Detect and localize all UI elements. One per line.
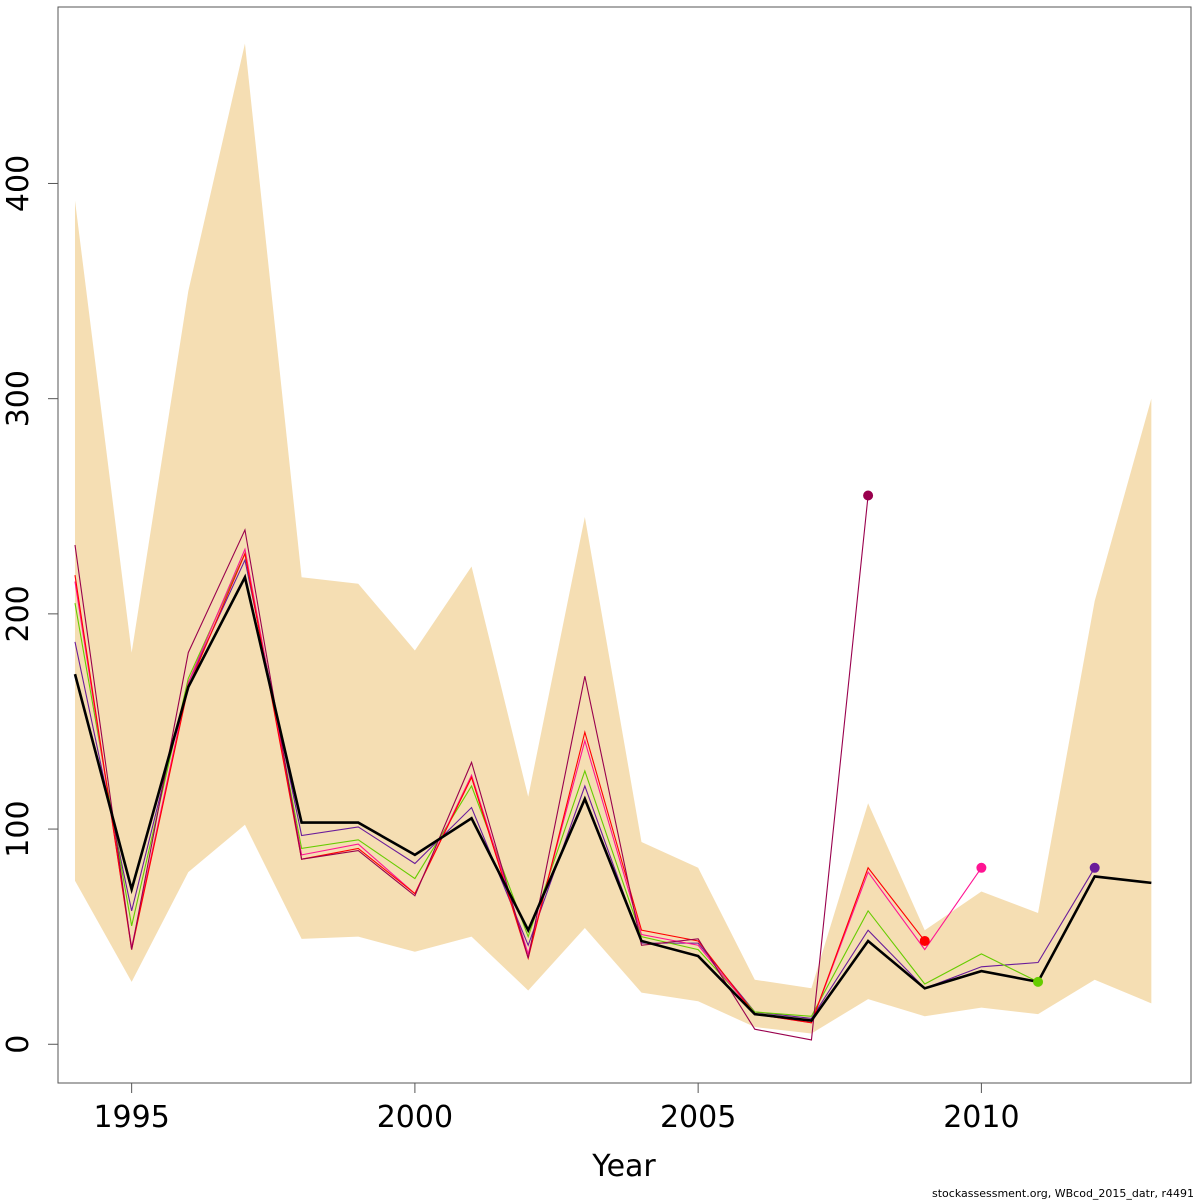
confidence-band [74, 43, 1152, 1034]
axes-layer: 1995 2000 2005 2010 0 100 200 300 400 [1, 155, 1020, 1135]
endpoint-marker-2008 [863, 490, 874, 501]
endpoint-marker-2010 [976, 862, 987, 873]
credit-text: stockassessment.org, WBcod_2015_datr, r4… [932, 1187, 1194, 1200]
x-tick-label-1995: 1995 [93, 1100, 169, 1135]
y-tick-label-300: 300 [1, 370, 36, 427]
series-line-peel-2011 [74, 551, 1039, 1017]
endpoint-marker-2011 [1033, 976, 1044, 987]
endpoint-markers-layer [863, 490, 1100, 987]
endpoint-marker-2009 [919, 935, 930, 946]
x-tick-label-2010: 2010 [943, 1100, 1019, 1135]
series-line-final-estimate [73, 573, 1152, 1022]
series-layer [73, 495, 1152, 1041]
x-axis-title: Year [591, 1149, 656, 1184]
plot-frame [57, 6, 1192, 1084]
y-tick-label-0: 0 [1, 1035, 36, 1054]
x-tick-label-2005: 2005 [660, 1100, 736, 1135]
confidence-band-layer [74, 43, 1152, 1034]
y-tick-label-200: 200 [1, 585, 36, 642]
endpoint-marker-2012 [1089, 862, 1100, 873]
y-tick-label-100: 100 [1, 800, 36, 857]
series-line-peel-2008 [74, 495, 869, 1041]
x-tick-label-2000: 2000 [377, 1100, 453, 1135]
y-tick-label-400: 400 [1, 155, 36, 212]
